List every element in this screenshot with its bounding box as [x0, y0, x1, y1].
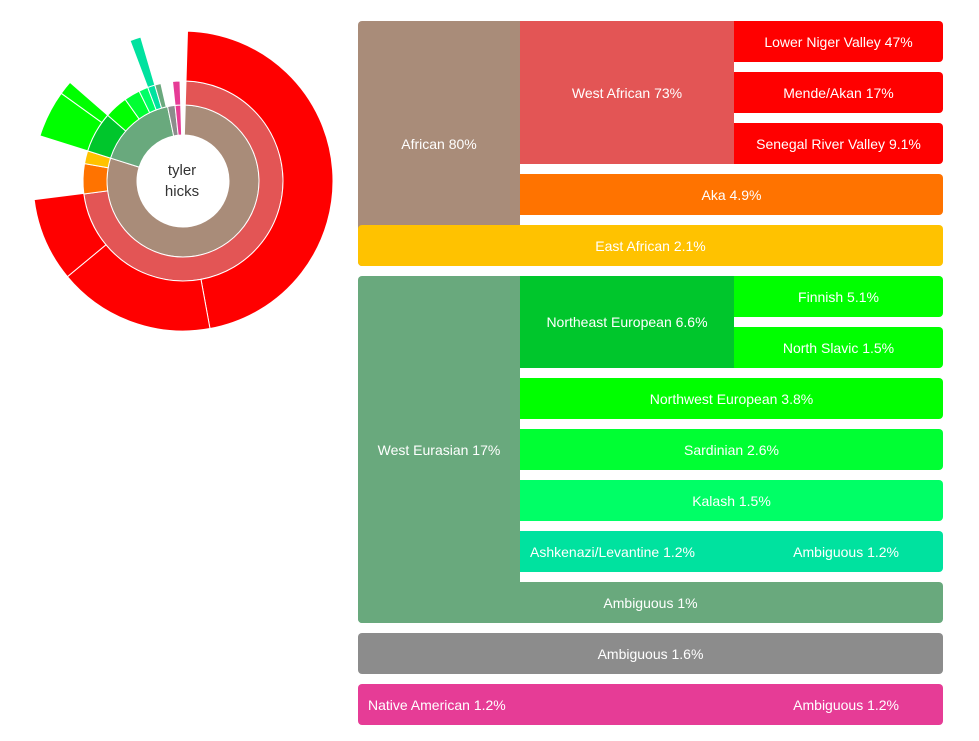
- bar-finnish-5-1[interactable]: Finnish 5.1%: [734, 276, 943, 317]
- bar-north-slavic-1-5[interactable]: North Slavic 1.5%: [734, 327, 943, 368]
- bar-northwest-european-3-8[interactable]: Northwest European 3.8%: [520, 378, 943, 419]
- bar-east-african-2-1[interactable]: East African 2.1%: [358, 225, 943, 266]
- sunburst-segment-senegal-river-valley-9-1[interactable]: [33, 192, 107, 278]
- bar-label-ambiguous-1-2: Ambiguous 1.2%: [793, 696, 899, 713]
- sunburst-segment-lower-niger-valley-47[interactable]: [185, 30, 334, 330]
- sunburst-segment-ambiguous-1-2[interactable]: [171, 80, 182, 106]
- sunburst-segment-ambiguous-1[interactable]: [154, 82, 167, 109]
- bar-kalash-1-5[interactable]: Kalash 1.5%: [520, 480, 943, 521]
- bar-ambiguous-1-6[interactable]: Ambiguous 1.6%: [358, 633, 943, 674]
- bar-west-african-73[interactable]: West African 73%: [520, 21, 734, 164]
- sunburst-chart: [33, 30, 334, 332]
- bar-label-ambiguous-1-2: Ambiguous 1.2%: [793, 543, 899, 560]
- bar-west-eurasian-17[interactable]: West Eurasian 17%: [358, 276, 520, 623]
- bar-ambiguous-1[interactable]: Ambiguous 1%: [358, 582, 943, 623]
- bar-sardinian-2-6[interactable]: Sardinian 2.6%: [520, 429, 943, 470]
- bar-label-ashkenazi-levantine-1-2: Ashkenazi/Levantine 1.2%: [530, 543, 695, 560]
- bar-aka-4-9[interactable]: Aka 4.9%: [520, 174, 943, 215]
- bar-northeast-european-6-6[interactable]: Northeast European 6.6%: [520, 276, 734, 368]
- center-name-label: tyler hicks: [164, 162, 200, 200]
- bar-ashkenazi-levantine-1-2[interactable]: Ashkenazi/Levantine 1.2% Ambiguous 1.2%: [520, 531, 943, 572]
- bar-label-native-american-1-2: Native American 1.2%: [368, 696, 506, 713]
- bar-native-american-1-2[interactable]: Native American 1.2% Ambiguous 1.2%: [358, 684, 943, 725]
- bar-senegal-river-valley-9-1[interactable]: Senegal River Valley 9.1%: [734, 123, 943, 164]
- bar-lower-niger-valley-47[interactable]: Lower Niger Valley 47%: [734, 21, 943, 62]
- bar-mende-akan-17[interactable]: Mende/Akan 17%: [734, 72, 943, 113]
